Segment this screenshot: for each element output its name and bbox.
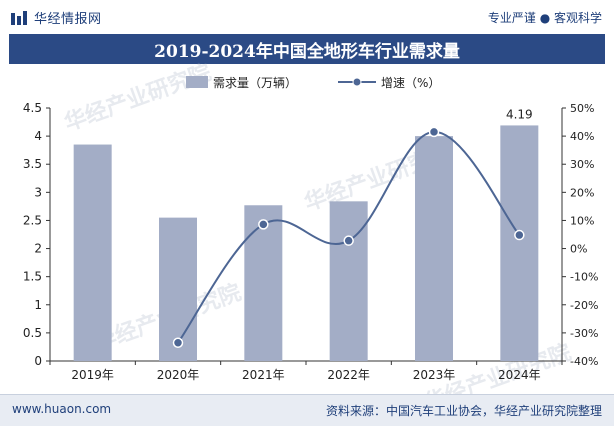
title-bar: 2019-2024年中国全地形车行业需求量 [9,34,605,64]
x-tick-label: 2023年 [413,368,456,382]
bar [244,205,283,361]
data-label: 4.19 [506,107,533,121]
chart-title: 2019-2024年中国全地形车行业需求量 [154,41,460,62]
growth-point [258,219,269,230]
data-source: 资料来源：中国汽车工业协会，华经产业研究院整理 [325,404,602,418]
left-tick-label: 3 [34,185,42,199]
right-tick-label: 50% [570,102,594,115]
right-tick-label: 20% [570,186,594,199]
brand[interactable]: 华经情报网 [10,8,102,27]
right-tick-label: -40% [570,355,598,368]
right-tick-label: 0% [570,243,587,256]
chart-area: 0 0.5 1 1.5 2 2.5 3 3.5 4 4.5 -40% -30% -20% -10% 0% 10… [0,64,614,394]
bar [329,201,368,361]
footer: www.huaon.com 资料来源：中国汽车工业协会，华经产业研究院整理 [0,394,614,426]
right-tick-label: 40% [570,130,594,143]
right-tick-label: 30% [570,158,594,171]
left-tick-label: 2 [34,242,42,256]
bar [159,217,197,361]
legend-line-marker [352,77,362,87]
combo-chart: 0 0.5 1 1.5 2 2.5 3 3.5 4 4.5 -40% -30% -20% -10% 0% 10… [23,76,598,382]
growth-point [428,126,440,138]
left-tick-label: 4 [34,129,42,143]
right-tick-label: -30% [570,327,598,340]
bar [73,144,112,361]
x-tick-label: 2020年 [157,368,200,382]
left-tick-label: 1 [34,298,42,312]
tagline: 专业严谨 ● 客观科学 [487,11,602,25]
growth-point [514,229,525,241]
x-tick-label: 2021年 [242,368,285,382]
brand-name: 华经情报网 [34,12,102,27]
legend-bar-label: 需求量（万辆） [213,76,297,90]
website-link[interactable]: www.huaon.com [12,402,112,416]
right-tick-label: -10% [570,271,598,284]
legend-line-label: 增速（%） [381,76,440,90]
x-tick-label: 2019年 [71,368,114,382]
top-bar: 华经情报网 专业严谨 ● 客观科学 [0,0,614,34]
growth-point [172,337,184,348]
left-tick-label: 4.5 [23,101,42,115]
bar [500,125,539,361]
right-tick-label: 10% [570,214,594,227]
legend-bar-swatch [186,76,208,88]
x-tick-label: 2024年 [498,368,541,382]
x-tick-label: 2022年 [327,368,370,382]
left-tick-label: 0 [34,354,42,368]
left-tick-label: 1.5 [23,270,42,284]
bar [415,136,453,361]
left-tick-label: 2.5 [23,213,42,227]
growth-point [343,235,354,246]
left-tick-label: 0.5 [23,326,42,340]
right-tick-label: -20% [570,299,598,312]
bar-chart-logo-icon [11,10,27,25]
left-tick-label: 3.5 [23,157,42,171]
